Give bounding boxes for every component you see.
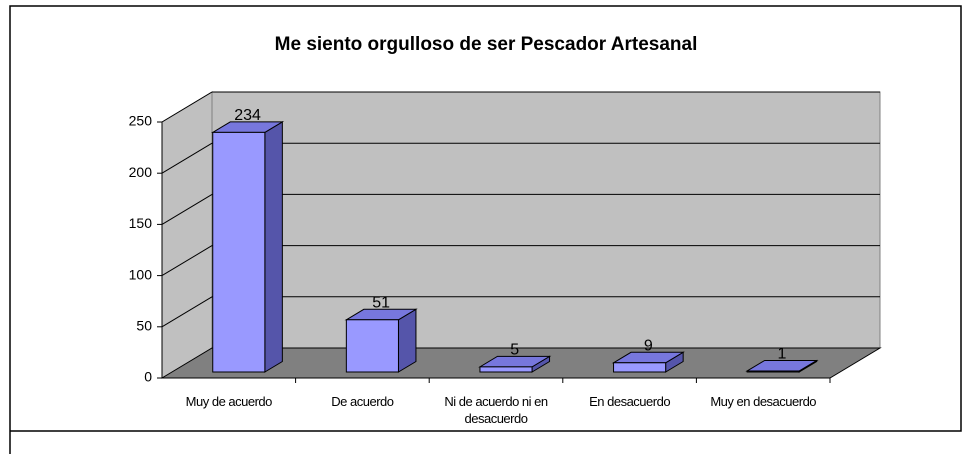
data-label: 51	[372, 294, 390, 311]
bar-side	[264, 121, 283, 373]
side-wall	[161, 91, 213, 379]
data-label: 5	[510, 342, 519, 359]
x-tick-label: Ni de acuerdo ni en desacuerdo	[444, 394, 548, 426]
back-wall	[211, 91, 881, 349]
data-label: 9	[644, 338, 653, 355]
y-tick-label: 100	[129, 266, 153, 282]
bar	[212, 131, 266, 373]
y-tick-label: 150	[129, 215, 153, 231]
bar	[613, 362, 667, 373]
y-tick-label: 250	[129, 113, 153, 129]
x-tick-label: Muy en desacuerdo	[710, 394, 817, 409]
grid-line	[161, 142, 213, 174]
y-tick-label: 200	[129, 164, 153, 180]
data-label: 234	[234, 107, 261, 124]
bar	[479, 366, 533, 373]
bar	[746, 370, 800, 373]
grid-line	[161, 193, 213, 225]
x-tick-label: En desacuerdo	[589, 394, 671, 409]
x-tick-label: Muy de acuerdo	[185, 394, 273, 409]
grid-line	[161, 296, 213, 328]
x-tick-label: De acuerdo	[331, 394, 394, 409]
data-label: 1	[777, 346, 786, 363]
y-tick-label: 50	[136, 318, 152, 334]
bar	[345, 319, 399, 373]
chart-frame	[9, 5, 962, 454]
grid-line	[161, 91, 213, 123]
y-tick-label: 0	[144, 369, 152, 385]
chart-title: Me siento orgulloso de ser Pescador Arte…	[275, 34, 698, 55]
grid-line	[161, 245, 213, 277]
